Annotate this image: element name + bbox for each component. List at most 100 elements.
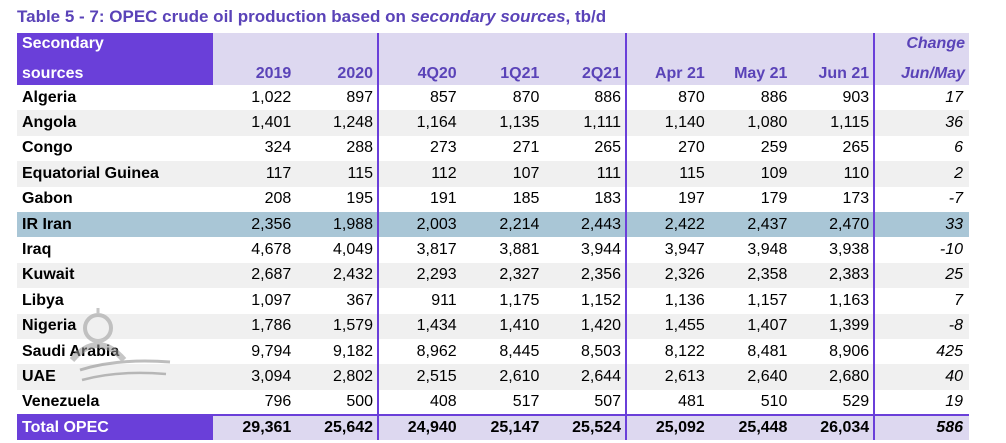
column-header: 4Q20 [378,59,461,85]
total-cell: 29,361 [212,414,296,441]
table-cell: 870 [512,88,540,106]
total-row: Total OPEC 29,361 25,642 24,940 25,147 2… [17,414,969,441]
header-lead-line1: Secondary [17,33,213,59]
table-body: Algeria 1,022 897 857 870 886 870 886 903 17 Angol… [17,85,969,416]
table-cell: 3,094 [212,364,296,390]
table-cell: 1,988 [295,211,380,238]
table-cell: 2,356 [543,262,628,289]
table-row: Venezuela 796 500 408 517 507 481 510 529 19 [17,389,969,416]
country-name: Congo [22,139,73,157]
table-cell: 110 [791,161,876,187]
table-title-emphasis: secondary sources [410,7,566,26]
table-cell: 265 [791,135,876,162]
total-cell: 25,524 [543,414,628,441]
table-cell: 259 [760,139,788,157]
table-cell: 2,470 [791,211,876,238]
column-header: Jun 21 [791,59,876,85]
table-row: Equatorial Guinea 117 115 112 107 111 115 109 11… [17,161,969,187]
total-label: Total OPEC [17,414,213,441]
table-cell: 9,794 [251,342,292,360]
table-cell: 3,948 [747,241,788,259]
table-cell: 115 [626,161,709,187]
table-row: Nigeria 1,786 1,579 1,434 1,410 1,420 1,455 1,4… [17,313,969,339]
table-cell: 1,157 [747,291,788,309]
table-cell: 3,881 [499,241,540,259]
country-name: Venezuela [22,392,100,410]
column-header: May 21 [708,59,792,85]
total-cell: 26,034 [791,414,876,441]
table-row: Libya 1,097 367 911 1,175 1,152 1,136 1,157 1,16… [17,288,969,314]
table-cell: 903 [791,85,876,111]
table-cell: 1,022 [251,88,292,106]
table-cell: 857 [430,88,457,106]
table-cell: 2,003 [378,211,461,238]
table-cell: 1,152 [543,288,628,314]
column-header: Apr 21 [626,59,709,85]
table-cell: 2,327 [460,262,544,289]
change-cell: -7 [948,190,963,208]
table-cell: 1,163 [791,288,876,314]
table-title: Table 5 - 7: OPEC crude oil production b… [17,7,606,27]
table-cell: 8,481 [747,342,788,360]
table-row: Congo 324 288 273 271 265 270 259 265 6 [17,135,969,162]
country-name: Nigeria [17,313,213,339]
table-cell: 2,326 [626,262,709,289]
change-cell: 17 [945,88,963,106]
table-cell: 288 [295,135,380,162]
table-cell: 2,515 [378,364,461,390]
country-name: Equatorial Guinea [17,161,213,187]
table-cell: 367 [295,288,380,314]
change-cell: 19 [945,392,963,410]
table-cell: 1,097 [251,291,292,309]
country-name: Libya [22,291,64,309]
table-cell: 2,437 [708,211,792,238]
table-cell: 3,938 [791,237,876,263]
table-cell: 179 [760,190,788,208]
change-cell: 33 [874,211,969,238]
table-cell: 1,115 [791,110,876,136]
table-cell: 1,410 [460,313,544,339]
country-name: UAE [17,364,213,390]
table-cell: 870 [678,88,705,106]
table-row: Saudi Arabia 9,794 9,182 8,962 8,445 8,503 8,1… [17,338,969,365]
table-cell: 1,455 [626,313,709,339]
table-cell: 1,420 [543,313,628,339]
table-cell: 529 [791,389,876,416]
table-cell: 4,678 [251,241,292,259]
table-cell: 191 [430,190,457,208]
table-cell: 324 [264,139,292,157]
header-change-line1: Change [874,33,969,59]
table-cell: 500 [295,389,380,416]
table-cell: 8,962 [416,342,457,360]
table-cell: 796 [264,392,292,410]
production-table: Secondary Change sources 2019 2020 4Q20 … [17,33,969,441]
table-cell: 3,947 [664,241,705,259]
change-cell: 7 [954,291,963,309]
table-cell: 111 [543,161,628,187]
table-row: Kuwait 2,687 2,432 2,293 2,327 2,356 2,326 2,35… [17,262,969,289]
total-cell: 25,147 [460,414,544,441]
table-cell: 8,445 [499,342,540,360]
country-name: Iraq [22,241,52,259]
table-cell: 2,610 [460,364,544,390]
table-cell: 185 [512,190,540,208]
table-cell: 2,443 [543,211,628,238]
table-cell: 2,358 [708,262,792,289]
table-row: IR Iran 2,356 1,988 2,003 2,214 2,443 2,422 2,4… [17,211,969,238]
total-cell: 25,642 [295,414,380,441]
table-cell: 2,214 [460,211,544,238]
table-cell: 3,817 [416,241,457,259]
table-cell: 8,503 [543,338,628,365]
table-cell: 1,136 [664,291,705,309]
total-cell: 25,092 [626,414,709,441]
table-cell: 2,802 [295,364,380,390]
change-cell: 40 [874,364,969,390]
country-name: Kuwait [17,262,213,289]
table-cell: 1,399 [791,313,876,339]
table-cell: 408 [430,392,457,410]
table-cell: 1,080 [708,110,792,136]
table-cell: 2,383 [791,262,876,289]
table-cell: 481 [678,392,705,410]
table-cell: 2,356 [212,211,296,238]
header-change-line2: Jun/May [874,59,969,85]
